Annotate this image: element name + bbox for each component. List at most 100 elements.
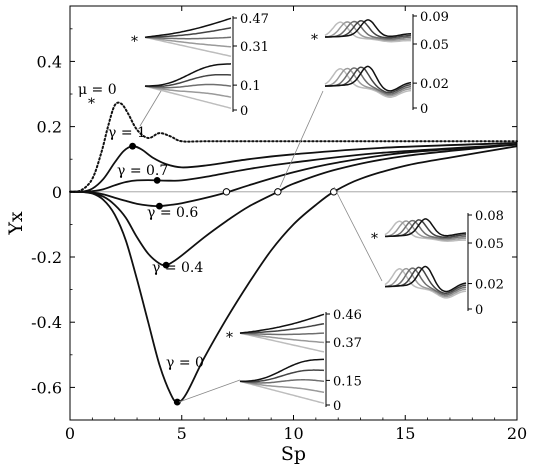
inset-top-right: 0.09 0.05 0.02 0 * [279,10,449,188]
inset-top-left-tick-label-2: 0.1 [240,79,261,94]
inset-mid-right: 0.08 0.05 0.02 0 * [333,186,504,318]
inset-top-right-panel-1-profile-4 [324,65,412,92]
filled-marker-0 [129,142,136,150]
series-line-1 [69,142,518,193]
curve-label-3: γ = 0.6 [147,205,198,221]
inset-bottom-star: * [226,330,233,346]
inset-top-right-panel-0-profile-0 [324,21,411,43]
curve-labels: μ = 0 γ = 1 γ = 0.7 γ = 0.6 γ = 0.4 γ = 0 * [78,82,204,371]
x-tick-label-3: 15 [395,424,415,443]
open-marker-5 [222,188,231,196]
inset-bottom-panel-0-profile-4 [239,313,325,334]
filled-marker-2 [156,202,163,210]
inset-bottom-panel-0-profile-2 [239,332,325,336]
inset-top-right-leader-line [279,90,324,188]
inset-top-right-panel-0-profile-2 [325,20,412,40]
inset-bottom-panel-1-profile-2 [239,378,325,384]
inset-top-left: 0.47 0.31 0.1 0 * [131,12,269,127]
open-marker-6 [274,188,282,196]
inset-mid-right-panel-1-profile-2 [385,267,467,296]
plot-area [69,101,518,406]
star-label-mu: * [88,96,95,112]
inset-bottom-panel-1-profile-3 [239,369,325,383]
inset-top-right-tick-label-1: 0.05 [420,38,449,53]
inset-mid-right-leader-line [333,186,383,282]
inset-top-left-tick-label-0: 0.47 [240,12,269,27]
curve-label-4: γ = 0.4 [152,260,203,276]
inset-top-left-panel-0-profile-1 [144,36,232,48]
x-axis-title: Sp [281,443,306,465]
curve-label-1: γ = 1 [108,125,146,141]
inset-mid-right-tick-label-0: 0.08 [475,209,504,224]
x-tick-label-0: 0 [65,424,75,443]
inset-top-left-panel-0-profile-3 [144,27,232,39]
x-tick-label-4: 20 [507,424,527,443]
inset-top-left-panel-1-profile-0 [144,85,232,110]
inset-bottom-tick-label-1: 0.37 [333,336,362,351]
series-line-0 [69,101,518,193]
inset-bottom-panel-1-profile-1 [239,380,325,394]
series-line-3 [69,143,518,208]
inset-bottom-panel-0-profile-0 [239,332,325,353]
inset-top-left-panel-1-profile-2 [144,83,232,89]
inset-top-left-tick-label-3: 0 [240,104,248,119]
y-tick-label-4: 0.2 [37,118,62,137]
y-tick-label-5: 0.4 [37,52,62,71]
inset-top-right-panel-1-profile-0 [324,67,412,98]
inset-mid-right-tick-label-1: 0.05 [475,237,504,252]
y-tick-label-0: -0.6 [31,378,62,397]
inset-top-right-panel-0-profile-4 [324,19,412,38]
inset-mid-right-panel-1-profile-4 [384,265,467,293]
inset-top-left-leader-line [139,85,165,127]
inset-mid-right-panel-1-profile-1 [384,267,467,298]
inset-top-left-panel-1-profile-1 [144,85,232,98]
inset-bottom-tick-label-2: 0.15 [333,374,362,389]
inset-bottom-panel-0-profile-3 [239,322,325,334]
series-line-4 [69,143,518,267]
y-tick-label-2: -0.2 [31,248,62,267]
inset-top-left-panel-1-profile-3 [144,73,232,88]
y-axis-title: Υx [5,211,27,236]
inset-top-right-panel-1-profile-2 [325,67,412,95]
filled-marker-3 [162,261,170,269]
inset-mid-right-panel-0-profile-1 [384,220,467,241]
inset-top-right-tick-label-3: 0 [420,102,428,117]
inset-bottom: 0.46 0.37 0.15 0 * [178,308,362,414]
inset-mid-right-panel-0-profile-0 [384,220,466,242]
filled-marker-4 [173,398,181,406]
inset-bottom-panel-1-profile-0 [239,380,325,405]
inset-bottom-tick-label-0: 0.46 [333,308,362,323]
filled-marker-1 [153,177,161,184]
inset-top-right-star: * [311,32,318,48]
inset-bottom-tick-label-3: 0 [333,399,341,414]
inset-top-left-panel-0-profile-2 [144,36,232,40]
insets: 0.470.310.10*0.090.050.020*0.080.050.020… [131,10,504,414]
inset-mid-right-tick-label-3: 0 [475,303,483,318]
axes: 0 5 10 15 20 -0.6 -0.4 -0.2 0 0.2 0.4 Sp Υx [5,5,527,465]
inset-top-right-tick-label-0: 0.09 [420,10,449,25]
inset-top-left-panel-0-profile-0 [144,36,232,58]
inset-mid-right-star: * [371,231,378,247]
inset-bottom-panel-0-profile-1 [239,332,325,344]
inset-top-left-panel-1-profile-4 [144,63,232,87]
inset-top-right-panel-0-profile-1 [324,21,412,42]
inset-top-left-tick-label-1: 0.31 [240,40,269,55]
open-marker-7 [330,188,338,196]
y-tick-label-3: 0 [52,183,62,202]
inset-mid-right-panel-0-profile-4 [384,218,467,238]
inset-bottom-panel-1-profile-4 [239,358,325,383]
inset-top-left-star: * [131,34,138,50]
inset-bottom-leader-line [178,379,241,403]
inset-mid-right-panel-1-profile-0 [384,268,467,299]
curve-label-5: γ = 0 [166,355,204,371]
curve-label-2: γ = 0.7 [117,163,168,179]
series-line-5 [69,145,518,404]
curve-label-0: μ = 0 [78,82,117,98]
y-tick-label-1: -0.4 [31,313,62,332]
x-tick-label-1: 5 [177,424,187,443]
inset-mid-right-panel-0-profile-2 [384,219,467,240]
inset-top-right-panel-1-profile-1 [324,67,412,97]
x-tick-label-2: 10 [283,424,303,443]
inset-top-right-tick-label-2: 0.02 [420,77,449,92]
